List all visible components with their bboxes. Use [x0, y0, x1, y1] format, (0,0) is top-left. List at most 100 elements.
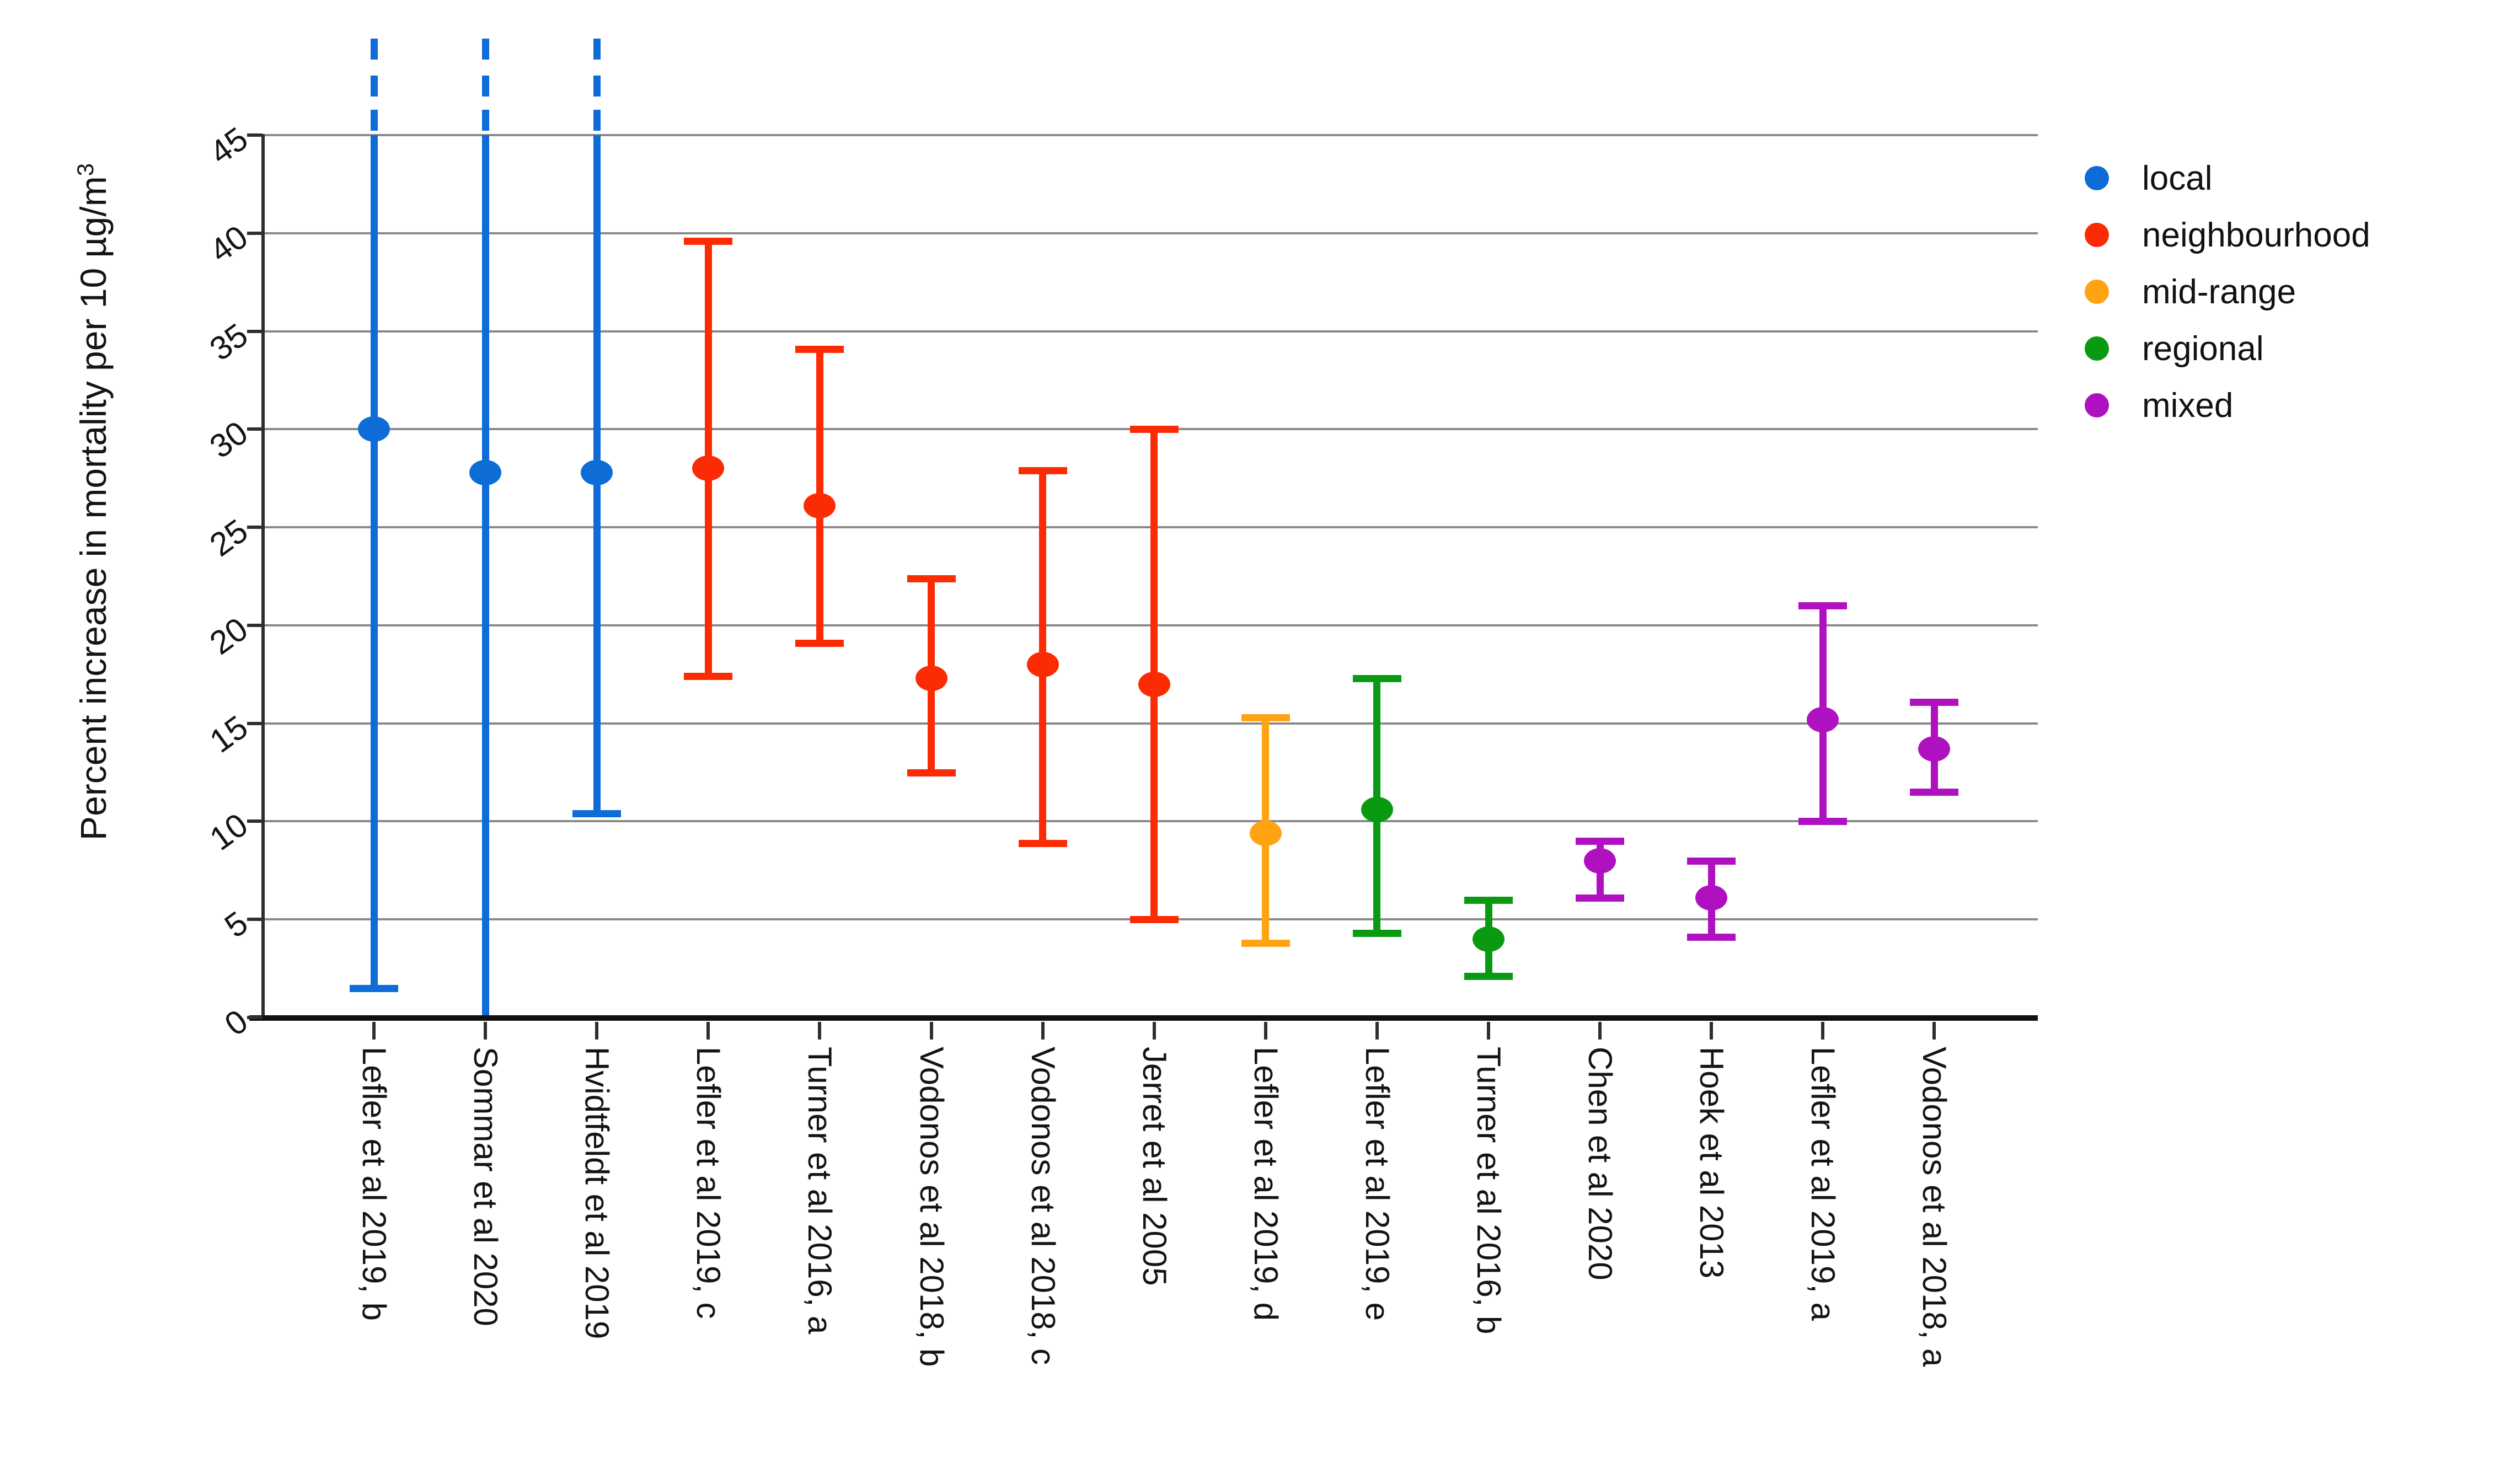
legend-dot-mixed: [2085, 393, 2109, 417]
y-tick-label-5: 5: [218, 904, 255, 945]
error-bar-clip-dash-0: [481, 110, 489, 131]
error-bar-cap-upper: [684, 238, 733, 245]
error-bar-clip-dash-0: [370, 110, 378, 131]
y-tick-label-10: 10: [203, 806, 255, 858]
error-bar-cap-lower: [1798, 818, 1848, 826]
error-bar-cap-upper: [1018, 467, 1067, 474]
error-bar-clip-dash-1: [370, 76, 378, 97]
x-tick-label-12: Hoek et al 2013: [1693, 1047, 1731, 1279]
data-point-marker: [1026, 652, 1059, 677]
legend-item-local: local: [2085, 153, 2213, 203]
error-bar: [481, 135, 489, 1017]
legend-item-mixed: mixed: [2085, 381, 2233, 430]
error-bar-cap-upper: [795, 345, 844, 353]
x-tick-0: [372, 1022, 376, 1040]
x-tick-label-14: Vodonos et al 2018, a: [1916, 1047, 1953, 1367]
data-point-marker: [692, 456, 725, 481]
error-bar-cap-upper: [1129, 426, 1179, 433]
x-tick-2: [595, 1022, 599, 1040]
data-point-marker: [1138, 671, 1170, 697]
x-tick-label-10: Turner et al 2016, b: [1470, 1047, 1507, 1335]
error-bar-cap-lower: [1352, 930, 1401, 937]
y-tick-label-15: 15: [203, 708, 255, 760]
error-bar-cap-lower: [1910, 789, 1959, 796]
data-point-marker: [804, 493, 836, 518]
error-bar-cap-lower: [1576, 894, 1625, 902]
y-tick-label-30: 30: [203, 414, 255, 466]
x-tick-14: [1932, 1022, 1936, 1040]
legend-item-label: local: [2142, 159, 2213, 197]
x-tick-3: [706, 1022, 710, 1040]
error-bar-cap-upper: [1910, 698, 1959, 706]
y-tick-5: [247, 918, 263, 922]
y-tick-45: [247, 133, 263, 137]
error-bar-cap-upper: [1798, 602, 1848, 610]
y-tick-label-45: 45: [203, 120, 255, 172]
y-tick-label-40: 40: [203, 218, 255, 270]
x-tick-label-7: Jerret et al 2005: [1136, 1047, 1173, 1286]
error-bar-cap-lower: [350, 984, 398, 992]
error-bar-cap-lower: [1687, 934, 1736, 941]
data-point-marker: [469, 459, 502, 485]
error-bar-clip-dash-1: [593, 76, 601, 97]
error-bar-clip-dash-2: [481, 39, 489, 60]
y-tick-label-25: 25: [203, 512, 255, 564]
gridline-y-45: [265, 134, 2038, 136]
x-axis-line: [249, 1015, 2038, 1021]
x-tick-7: [1152, 1022, 1156, 1040]
error-bar-cap-lower: [1018, 839, 1067, 847]
x-tick-1: [484, 1022, 488, 1040]
legend-item-label: mid-range: [2142, 272, 2296, 311]
legend-item-neighbourhood: neighbourhood: [2085, 210, 2370, 260]
legend-dot-regional: [2085, 336, 2109, 361]
x-tick-label-9: Lefler et al 2019, e: [1358, 1047, 1396, 1321]
x-tick-label-2: Hvidtfeldt et al 2019: [579, 1047, 616, 1340]
legend-item-mid-range: mid-range: [2085, 267, 2296, 317]
x-tick-11: [1598, 1022, 1602, 1040]
data-point-marker: [1584, 848, 1616, 874]
error-bar-cap-lower: [907, 769, 956, 776]
y-tick-25: [247, 526, 263, 529]
error-bar-cap-upper: [1352, 674, 1401, 682]
plot-area: [265, 39, 2038, 1017]
error-bar-cap-upper: [907, 575, 956, 582]
y-axis-title-text: Percent increase in mortality per 10 µg/…: [73, 176, 114, 840]
data-point-marker: [1918, 736, 1951, 762]
x-tick-label-1: Sommar et al 2020: [467, 1047, 505, 1326]
error-bar-cap-upper: [1464, 896, 1513, 904]
y-tick-30: [247, 427, 263, 431]
x-tick-8: [1263, 1022, 1267, 1040]
error-bar-cap-upper: [1241, 714, 1290, 721]
x-tick-label-5: Vodonos et al 2018, b: [913, 1047, 950, 1367]
y-axis-title-superscript: 3: [72, 163, 98, 176]
error-bar-cap-lower: [1241, 939, 1290, 947]
x-tick-5: [929, 1022, 933, 1040]
data-point-marker: [1807, 706, 1839, 732]
y-axis-line: [261, 134, 265, 1019]
data-point-marker: [1473, 926, 1505, 952]
x-tick-13: [1821, 1022, 1825, 1040]
error-bar-cap-lower: [1129, 916, 1179, 924]
y-tick-40: [247, 231, 263, 235]
legend-dot-mid-range: [2085, 280, 2109, 304]
x-tick-label-3: Lefler et al 2019, c: [690, 1047, 727, 1319]
error-bar-clip-dash-1: [481, 76, 489, 97]
data-point-marker: [358, 416, 390, 442]
y-axis-title: Percent increase in mortality per 10 µg/…: [65, 6, 114, 998]
legend-dot-neighbourhood: [2085, 223, 2109, 247]
legend-dot-local: [2085, 166, 2109, 190]
error-bar-cap-lower: [684, 673, 733, 681]
x-tick-6: [1041, 1022, 1045, 1040]
error-bar-clip-dash-2: [370, 39, 378, 60]
error-bar: [370, 135, 378, 988]
y-tick-0: [247, 1016, 263, 1019]
data-point-marker: [1695, 885, 1728, 911]
error-bar-cap-lower: [1464, 973, 1513, 981]
data-point-marker: [1361, 797, 1393, 823]
legend-item-regional: regional: [2085, 324, 2264, 373]
error-bar-cap-lower: [572, 810, 622, 818]
y-tick-label-20: 20: [203, 610, 255, 662]
x-tick-label-11: Chen et al 2020: [1582, 1047, 1619, 1281]
data-point-marker: [1249, 820, 1282, 846]
